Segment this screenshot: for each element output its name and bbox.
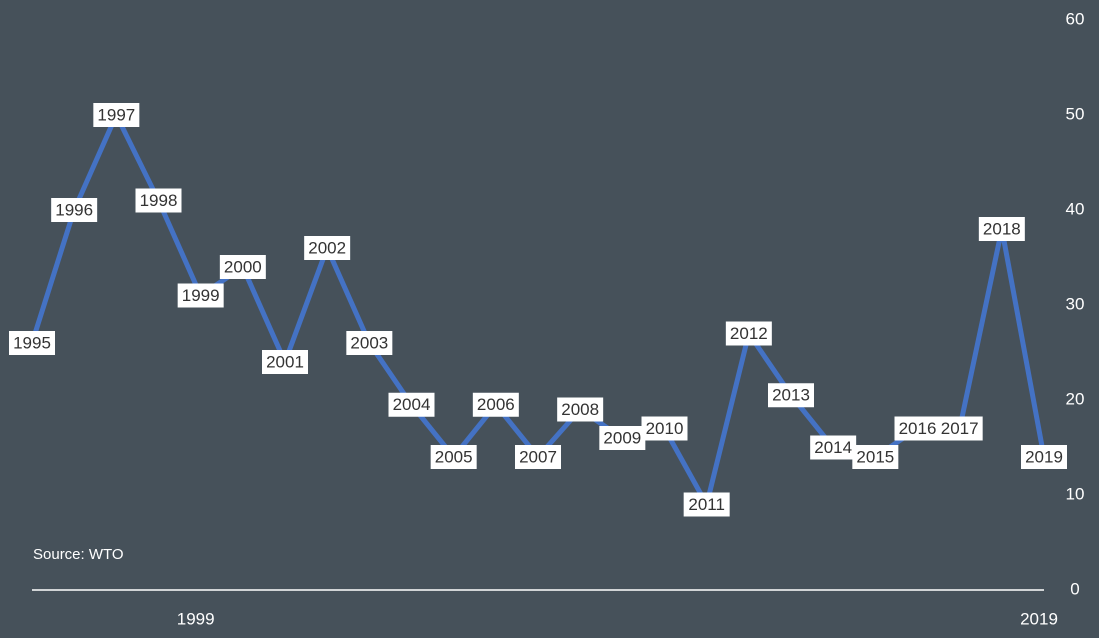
data-label-box — [262, 350, 308, 374]
y-tick-label: 30 — [1066, 294, 1085, 313]
data-label: 1999 — [182, 286, 220, 305]
data-label-box — [388, 392, 435, 417]
data-label-box — [1021, 445, 1067, 469]
data-label: 1996 — [55, 200, 93, 219]
data-label: 2000 — [224, 257, 262, 276]
data-label-box — [93, 103, 140, 127]
data-label-box — [515, 445, 561, 469]
data-label: 2015 — [856, 447, 894, 466]
y-tick-label: 40 — [1066, 199, 1085, 218]
data-label: 2006 — [477, 395, 515, 414]
x-tick-label: 2019 — [1020, 609, 1058, 628]
data-label-box — [430, 445, 477, 469]
data-label-box — [683, 492, 730, 517]
data-label-box — [135, 188, 182, 213]
data-label: 2009 — [603, 428, 641, 447]
source-note: Source: WTO — [33, 546, 124, 563]
data-label-box — [557, 397, 604, 422]
data-label: 2017 — [941, 419, 979, 438]
data-label-box — [599, 426, 646, 450]
data-label-box — [725, 321, 772, 346]
data-label: 2013 — [772, 386, 810, 405]
data-label: 2014 — [814, 438, 852, 457]
data-label: 2016 — [899, 419, 937, 438]
data-label-box — [978, 217, 1025, 241]
data-label: 2012 — [730, 324, 768, 343]
x-tick-label: 1999 — [177, 609, 215, 628]
data-label-box — [641, 416, 688, 441]
y-tick-label: 50 — [1066, 104, 1085, 123]
data-label-box — [936, 416, 983, 441]
data-label: 1998 — [140, 191, 178, 210]
data-label: 2019 — [1025, 447, 1063, 466]
data-label: 2018 — [983, 219, 1021, 238]
data-label-box — [346, 331, 393, 355]
y-tick-label: 20 — [1066, 389, 1085, 408]
data-label: 2005 — [435, 447, 473, 466]
data-label-box — [768, 383, 814, 408]
y-tick-label: 0 — [1070, 579, 1079, 598]
data-label: 2010 — [646, 419, 684, 438]
data-label-box — [810, 435, 857, 460]
data-label-box — [51, 198, 98, 222]
data-label: 2008 — [561, 400, 599, 419]
data-label: 2003 — [350, 333, 388, 352]
data-label: 2002 — [308, 238, 346, 257]
data-label: 2001 — [266, 352, 304, 371]
data-label: 2007 — [519, 447, 557, 466]
y-tick-label: 60 — [1066, 9, 1085, 28]
data-label-box — [219, 255, 266, 279]
data-label-box — [304, 236, 351, 260]
data-label-box — [852, 445, 899, 469]
data-label: 2004 — [393, 395, 431, 414]
data-label: 2011 — [688, 495, 725, 514]
y-tick-label: 10 — [1066, 484, 1085, 503]
data-label: 1995 — [13, 333, 51, 352]
data-label-box — [177, 283, 224, 308]
data-label-box — [9, 331, 55, 355]
data-label-box — [472, 392, 519, 417]
data-label: 1997 — [97, 105, 135, 124]
data-label-box — [894, 416, 941, 441]
